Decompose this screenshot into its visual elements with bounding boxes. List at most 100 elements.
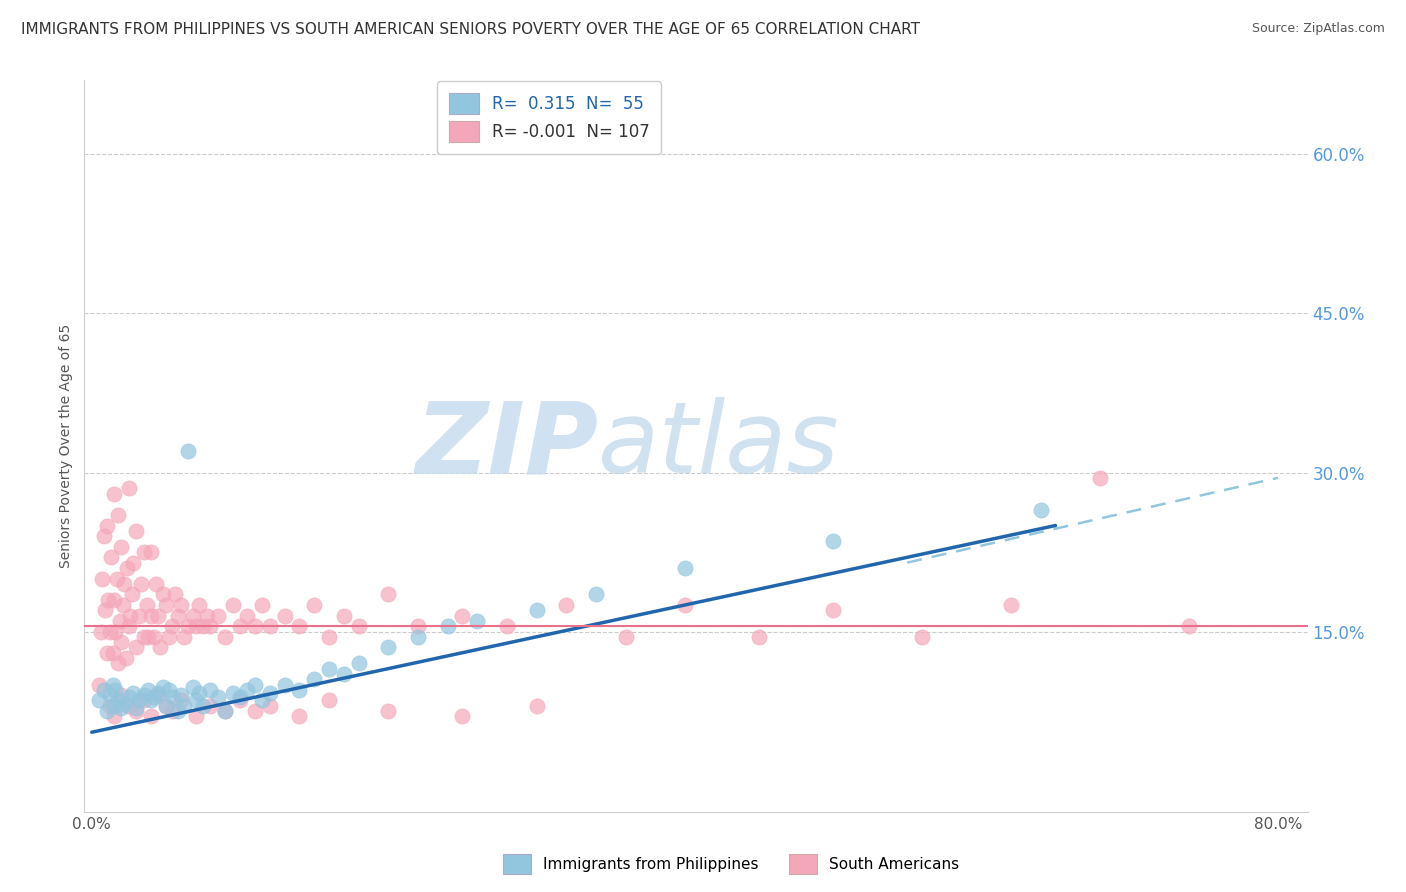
Point [184,693,207,707]
Point [347,657,370,671]
Point [118,619,141,633]
Point [243,619,266,633]
Point [112,576,135,591]
Point [120,608,142,623]
Point [107,693,129,707]
Point [136,682,159,697]
Point [585,587,607,601]
Point [252,598,274,612]
Point [139,693,162,707]
Point [526,603,548,617]
Point [155,698,177,713]
Point [197,608,219,623]
Point [107,657,129,671]
Point [143,690,166,705]
Point [555,598,578,612]
Point [89,693,111,707]
Point [103,592,125,607]
Point [187,598,209,612]
Point [98,688,121,702]
Point [148,686,170,700]
Point [125,524,148,538]
Point [229,619,252,633]
Point [115,651,138,665]
Point [162,690,184,705]
Point [135,598,157,612]
Point [673,598,696,612]
Point [91,572,114,586]
Legend: R=  0.315  N=  55, R= -0.001  N= 107: R= 0.315 N= 55, R= -0.001 N= 107 [437,81,661,154]
Point [377,587,399,601]
Point [207,608,229,623]
Point [166,608,188,623]
Point [132,693,155,707]
Point [100,550,122,565]
Point [200,698,222,713]
Point [129,576,152,591]
Point [184,709,207,723]
Point [273,677,295,691]
Text: atlas: atlas [598,398,839,494]
Point [259,698,281,713]
Point [170,688,193,702]
Point [318,630,340,644]
Point [122,556,145,570]
Point [128,693,150,707]
Point [252,693,274,707]
Point [125,701,148,715]
Point [155,598,177,612]
Point [96,518,118,533]
Point [333,667,356,681]
Point [1000,598,1022,612]
Point [823,603,845,617]
Point [94,603,117,617]
Point [93,682,115,697]
Point [1088,471,1111,485]
Point [139,709,162,723]
Point [911,630,934,644]
Point [181,680,204,694]
Point [136,630,159,644]
Point [181,608,204,623]
Point [110,540,132,554]
Legend: Immigrants from Philippines, South Americans: Immigrants from Philippines, South Ameri… [498,848,965,880]
Point [117,561,139,575]
Point [184,619,207,633]
Point [170,598,193,612]
Point [288,619,311,633]
Point [110,701,132,715]
Point [105,572,128,586]
Point [406,619,429,633]
Point [160,619,183,633]
Point [157,682,180,697]
Point [143,630,166,644]
Point [302,598,325,612]
Point [110,688,132,702]
Point [166,704,188,718]
Text: ZIP: ZIP [415,398,598,494]
Point [170,693,193,707]
Point [103,698,125,713]
Point [148,608,170,623]
Point [155,698,177,713]
Point [128,608,150,623]
Point [229,693,252,707]
Point [673,561,696,575]
Point [1178,619,1201,633]
Point [145,576,167,591]
Point [96,646,118,660]
Point [108,614,131,628]
Text: Source: ZipAtlas.com: Source: ZipAtlas.com [1251,22,1385,36]
Point [152,587,174,601]
Point [122,686,145,700]
Point [748,630,770,644]
Y-axis label: Seniors Poverty Over the Age of 65: Seniors Poverty Over the Age of 65 [59,324,73,568]
Point [132,688,155,702]
Point [121,587,143,601]
Point [243,704,266,718]
Point [132,545,155,559]
Point [221,598,243,612]
Point [200,619,222,633]
Point [104,682,127,697]
Point [200,682,222,697]
